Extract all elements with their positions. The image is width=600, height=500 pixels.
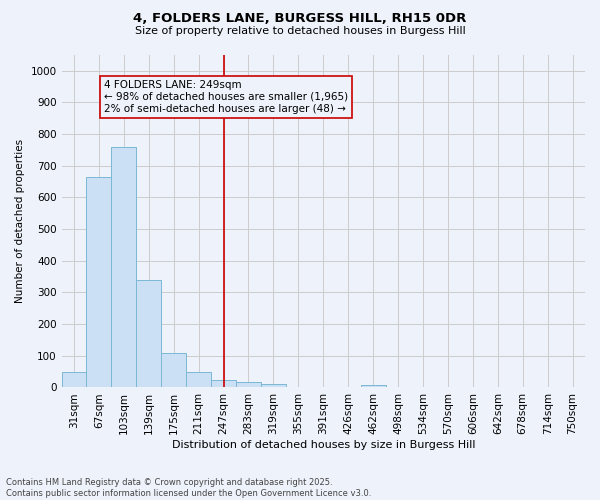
Bar	[86, 177, 112, 388]
Text: 4, FOLDERS LANE, BURGESS HILL, RH15 0DR: 4, FOLDERS LANE, BURGESS HILL, RH15 0DR	[133, 12, 467, 26]
Text: Size of property relative to detached houses in Burgess Hill: Size of property relative to detached ho…	[134, 26, 466, 36]
Bar	[112, 147, 136, 388]
X-axis label: Distribution of detached houses by size in Burgess Hill: Distribution of detached houses by size …	[172, 440, 475, 450]
Text: 4 FOLDERS LANE: 249sqm
← 98% of detached houses are smaller (1,965)
2% of semi-d: 4 FOLDERS LANE: 249sqm ← 98% of detached…	[104, 80, 348, 114]
Bar	[186, 372, 211, 388]
Bar	[161, 352, 186, 388]
Bar	[236, 382, 261, 388]
Text: Contains HM Land Registry data © Crown copyright and database right 2025.
Contai: Contains HM Land Registry data © Crown c…	[6, 478, 371, 498]
Bar	[261, 384, 286, 388]
Bar	[136, 280, 161, 388]
Bar	[361, 385, 386, 388]
Bar	[62, 372, 86, 388]
Bar	[211, 380, 236, 388]
Y-axis label: Number of detached properties: Number of detached properties	[15, 139, 25, 304]
